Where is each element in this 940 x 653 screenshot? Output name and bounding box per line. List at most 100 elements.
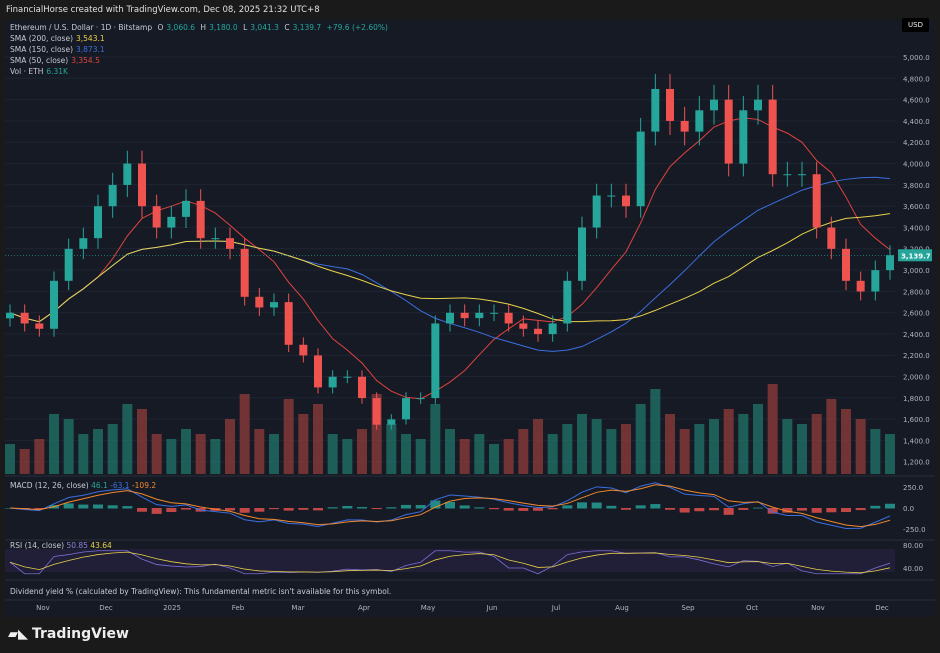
macd-histogram-bar <box>782 508 793 513</box>
x-tick-label: Nov <box>36 604 50 612</box>
volume-bar <box>5 444 15 474</box>
volume-bar <box>107 424 118 474</box>
candle-body <box>475 312 484 319</box>
candle-body <box>768 99 777 175</box>
candle-body <box>504 312 513 324</box>
macd-histogram-bar <box>298 508 309 510</box>
macd-histogram-bar <box>870 505 881 509</box>
volume-bar <box>577 414 587 474</box>
x-tick-label: Jul <box>551 604 561 612</box>
volume-bar <box>313 404 323 474</box>
y-tick-label: 2,400.0 <box>903 331 930 339</box>
volume-bar <box>503 439 514 474</box>
macd-legend[interactable]: MACD (12, 26, close) 46.1 -63.1 -109.2 <box>10 481 156 490</box>
candle-body <box>358 376 366 399</box>
candle-body <box>387 419 396 425</box>
macd-histogram-bar <box>738 508 749 510</box>
y-tick-label: 5,000.0 <box>903 54 930 62</box>
macd-histogram-bar <box>694 508 705 512</box>
candle-body <box>152 206 161 228</box>
candle-body <box>798 174 806 176</box>
volume-bar <box>151 434 162 474</box>
volume-bar <box>797 424 807 474</box>
open-label: O <box>157 23 164 32</box>
volume-bar <box>474 434 485 474</box>
candle-body <box>446 312 454 324</box>
candle-body <box>226 238 234 249</box>
low-value: 3,041.3 <box>250 23 279 32</box>
price-legend: Ethereum / U.S. Dollar · 1D · Bitstamp O… <box>10 22 391 77</box>
candle-body <box>754 99 762 111</box>
sma50-legend[interactable]: SMA (50, close) 3,354.5 <box>10 55 391 66</box>
macd-histogram-bar <box>313 508 323 511</box>
candle-body <box>270 302 278 308</box>
y-tick-label: 3,000.0 <box>903 267 930 275</box>
x-tick-label: Oct <box>746 604 758 612</box>
macd-histogram-bar <box>166 508 177 513</box>
candle-body <box>108 184 117 207</box>
chart-panel[interactable] <box>5 20 935 617</box>
macd-histogram-bar <box>254 508 265 512</box>
volume-bar <box>357 429 367 474</box>
x-tick-label: May <box>421 604 435 612</box>
volume-bar <box>78 434 89 474</box>
rsi-tick-label: 80.00 <box>903 542 923 550</box>
y-tick-label: 4,600.0 <box>903 97 930 105</box>
high-value: 3,180.0 <box>209 23 238 32</box>
volume-bar <box>738 414 749 474</box>
symbol-label: Ethereum / U.S. Dollar · 1D · Bitstamp <box>10 23 153 32</box>
rsi-legend[interactable]: RSI (14, close) 50.85 43.64 <box>10 541 112 550</box>
volume-bar <box>19 449 30 474</box>
low-label: L <box>243 23 248 32</box>
macd-histogram-bar <box>855 508 866 511</box>
candle-body <box>328 376 337 388</box>
tradingview-logo[interactable]: ▰◣ TradingView <box>8 626 129 642</box>
candle-body <box>519 323 528 329</box>
y-tick-label: 3,600.0 <box>903 203 930 211</box>
macd-hist-value: 46.1 <box>91 481 108 490</box>
macd-histogram-bar <box>93 504 103 509</box>
volume-bar <box>210 439 221 474</box>
macd-histogram-bar <box>78 504 89 509</box>
sma150-label: SMA (150, close) <box>10 45 73 54</box>
sma50-label: SMA (50, close) <box>10 56 69 65</box>
sma200-value: 3,543.1 <box>76 34 105 43</box>
volume-bar <box>166 439 177 474</box>
candle-body <box>812 174 821 228</box>
macd-line <box>9 482 891 530</box>
x-tick-label: Jun <box>486 604 498 612</box>
rsi-band <box>5 549 895 572</box>
volume-value: 6.31K <box>46 67 68 76</box>
macd-histogram-bar <box>533 508 543 511</box>
currency-button[interactable]: USD <box>902 18 929 32</box>
volume-bar <box>283 399 294 474</box>
candle-body <box>167 216 176 228</box>
volume-bar <box>445 429 455 474</box>
volume-bar <box>489 444 499 474</box>
close-value: 3,139.7 <box>292 23 322 32</box>
macd-histogram-bar <box>562 505 573 509</box>
sma200-legend[interactable]: SMA (200, close) 3,543.1 <box>10 33 391 44</box>
macd-histogram-bar <box>518 508 529 511</box>
candle-body <box>402 398 410 420</box>
macd-histogram-bar <box>357 507 367 509</box>
macd-histogram-bar <box>137 508 147 512</box>
volume-bar <box>826 399 837 474</box>
candle-body <box>842 248 850 281</box>
y-tick-label: 2,000.0 <box>903 374 930 382</box>
macd-histogram-bar <box>225 508 235 511</box>
macd-histogram-bar <box>591 502 602 509</box>
candle-body <box>94 206 102 239</box>
volume-legend[interactable]: Vol · ETH 6.31K <box>10 66 391 77</box>
volume-bar <box>665 414 675 474</box>
y-tick-label: 1,600.0 <box>903 416 930 424</box>
macd-histogram-bar <box>283 508 294 511</box>
macd-histogram-bar <box>679 508 690 513</box>
candle-body <box>240 248 249 297</box>
candle-body <box>123 163 132 185</box>
x-tick-label: Feb <box>232 604 245 612</box>
sma150-legend[interactable]: SMA (150, close) 3,873.1 <box>10 44 391 55</box>
volume-bar <box>269 434 279 474</box>
volume-label: Vol · ETH <box>10 67 44 76</box>
